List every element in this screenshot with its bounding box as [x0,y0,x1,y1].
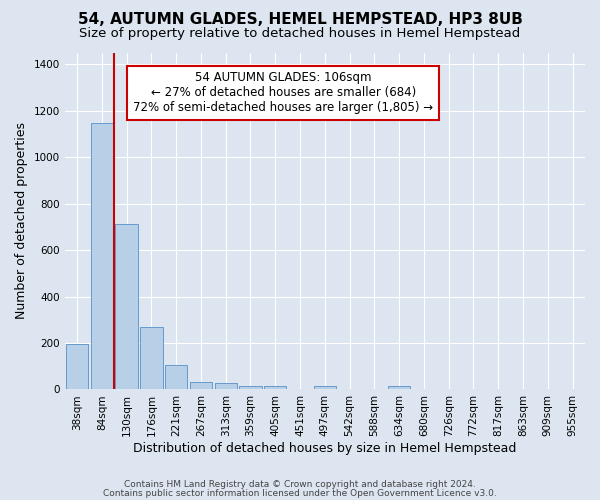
Bar [264,386,286,390]
Bar [140,328,163,390]
X-axis label: Distribution of detached houses by size in Hemel Hempstead: Distribution of detached houses by size … [133,442,517,455]
Text: Contains public sector information licensed under the Open Government Licence v3: Contains public sector information licen… [103,488,497,498]
Bar [66,344,88,390]
Bar [91,122,113,390]
Bar [314,386,336,390]
Text: Contains HM Land Registry data © Crown copyright and database right 2024.: Contains HM Land Registry data © Crown c… [124,480,476,489]
Bar [115,224,138,390]
Y-axis label: Number of detached properties: Number of detached properties [15,122,28,320]
Text: 54 AUTUMN GLADES: 106sqm
← 27% of detached houses are smaller (684)
72% of semi-: 54 AUTUMN GLADES: 106sqm ← 27% of detach… [133,72,433,114]
Text: 54, AUTUMN GLADES, HEMEL HEMPSTEAD, HP3 8UB: 54, AUTUMN GLADES, HEMEL HEMPSTEAD, HP3 … [77,12,523,28]
Bar [215,383,237,390]
Text: Size of property relative to detached houses in Hemel Hempstead: Size of property relative to detached ho… [79,28,521,40]
Bar [388,386,410,390]
Bar [239,386,262,390]
Bar [190,382,212,390]
Bar [165,365,187,390]
